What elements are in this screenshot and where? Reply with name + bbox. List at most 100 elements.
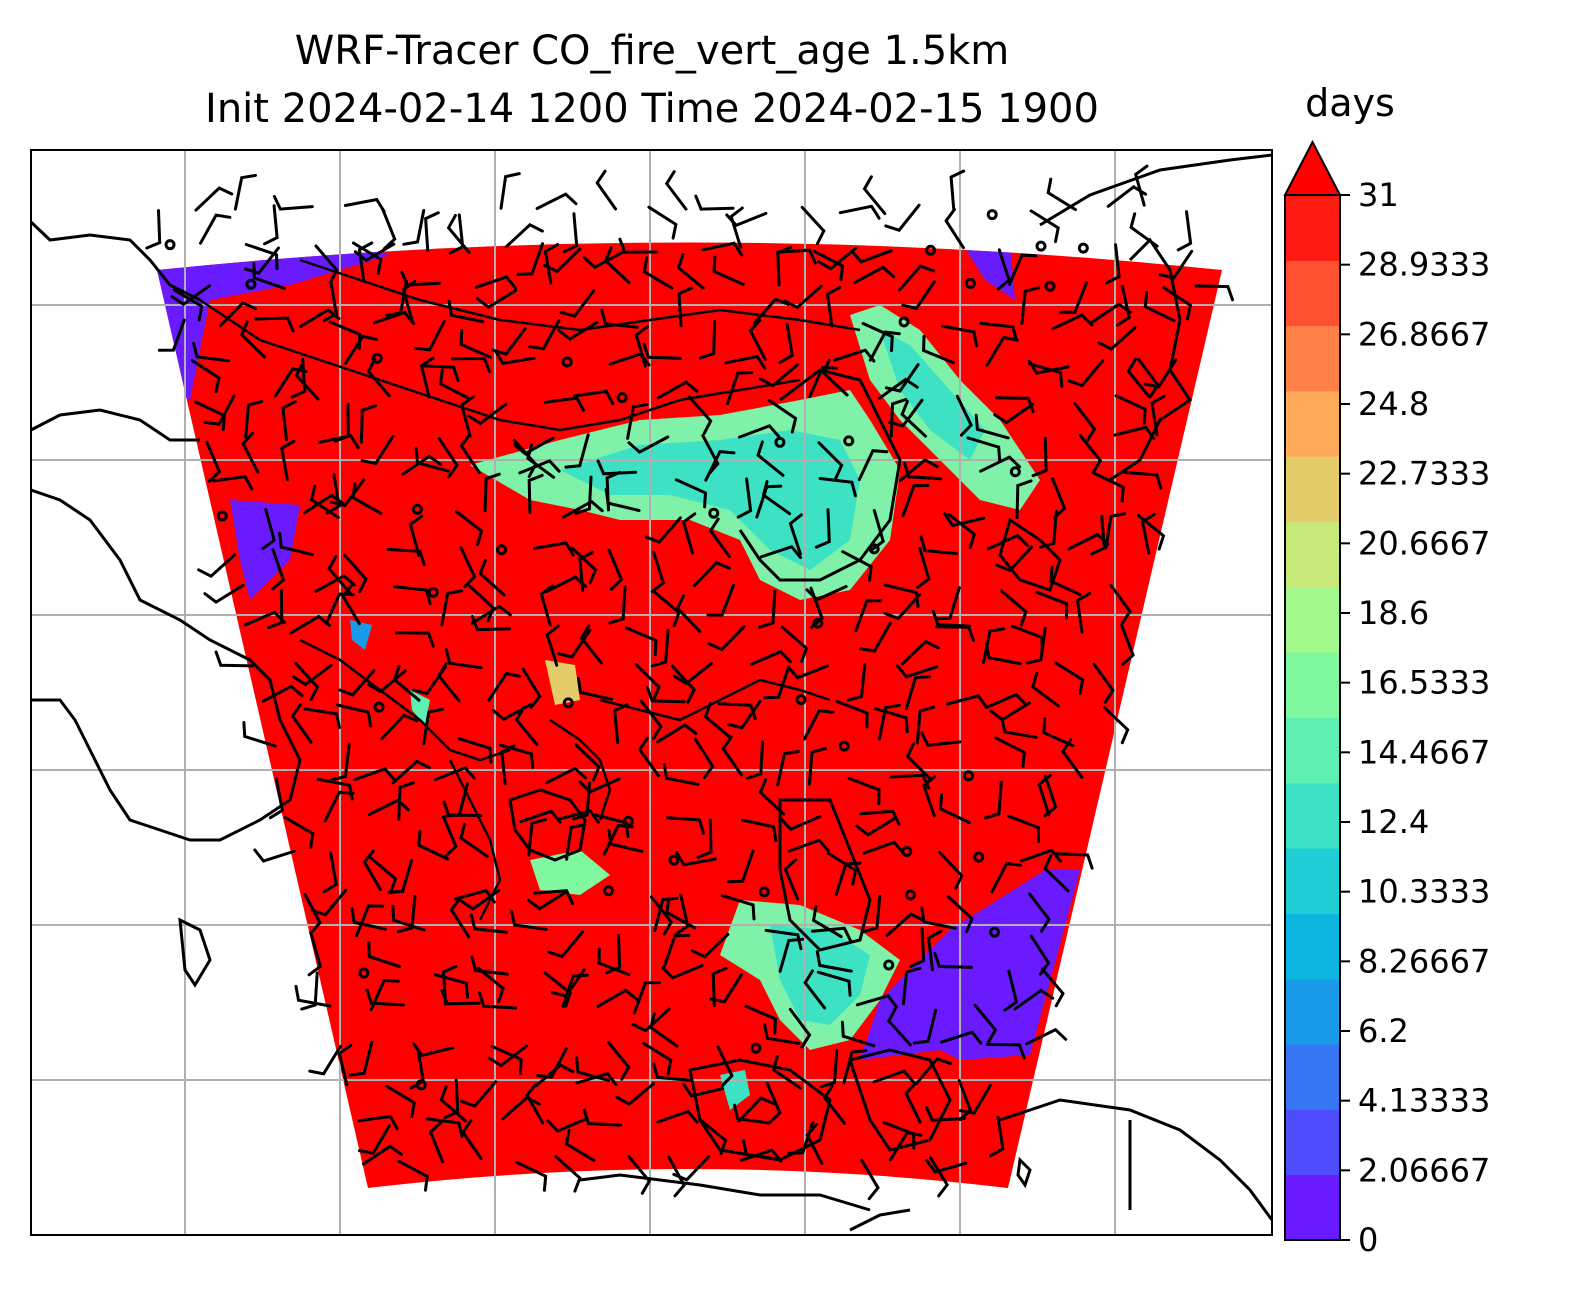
colorbar-segment: [1285, 586, 1340, 653]
coast-philippines: [778, 798, 872, 952]
wind-barb: [1025, 1027, 1068, 1046]
wind-barb: [263, 204, 279, 246]
wind-barb: [1078, 434, 1103, 475]
wind-barb: [834, 861, 862, 896]
wind-barb: [825, 286, 842, 328]
wind-barb: [546, 1117, 589, 1133]
wind-barb: [344, 334, 378, 365]
wind-barb: [459, 888, 501, 911]
wind-barb: [572, 781, 591, 821]
wind-barb: [290, 703, 313, 744]
wind-barb: [847, 776, 881, 806]
colorbar-segment: [1285, 325, 1340, 392]
wind-barb: [443, 1078, 460, 1119]
wind-barb: [720, 894, 756, 921]
wind-barb: [901, 639, 940, 666]
wind-barb: [271, 548, 286, 591]
wind-barb: [814, 508, 831, 549]
wind-barb: [853, 265, 896, 284]
colorbar-tick-label: 4.13333: [1358, 1082, 1490, 1120]
wind-barb: [979, 321, 1018, 342]
wind-barb: [303, 493, 345, 515]
colorbar-segment: [1285, 848, 1340, 914]
wind-barb-calm: [603, 885, 615, 897]
wind-barb: [694, 194, 735, 211]
wind-barb: [510, 909, 548, 931]
wind-barb: [677, 286, 694, 328]
wind-barb: [281, 400, 297, 442]
wind-barb: [1103, 706, 1130, 745]
wind-barb: [419, 356, 435, 399]
wind-barb: [444, 648, 483, 670]
wind-barb: [478, 558, 506, 597]
coast-new-guinea: [999, 1098, 1272, 1221]
wind-barb: [861, 894, 882, 934]
border-myanmar: [299, 638, 511, 762]
wind-barb: [883, 583, 920, 608]
wind-barb: [779, 815, 822, 831]
colorbar-segment: [1285, 456, 1340, 523]
coast-kamchatka: [1039, 153, 1272, 227]
wind-barb: [1140, 512, 1156, 555]
wind-barb: [783, 858, 800, 901]
wind-barb: [1035, 590, 1069, 620]
wind-barb: [447, 299, 485, 324]
colorbar: 0 2.06667 4.13333 6.2 8.26667 10.3333 12.4 14.4…: [1283, 139, 1490, 1259]
wind-barb: [417, 829, 450, 861]
wind-barb: [758, 778, 786, 816]
wind-barb: [397, 1159, 429, 1192]
wind-barb: [294, 984, 332, 1008]
wind-barb: [674, 478, 708, 509]
wind-barb: [666, 816, 705, 835]
wind-barb: [425, 1117, 464, 1138]
wind-barb: [855, 994, 899, 1009]
wind-barb: [724, 354, 767, 370]
wind-barb: [527, 890, 569, 911]
wind-barb: [474, 275, 517, 290]
coast-island-1: [1016, 1156, 1032, 1189]
wind-barb: [596, 459, 638, 476]
wind-barb: [699, 1118, 728, 1156]
wind-barb: [916, 546, 931, 589]
wind-barb: [807, 746, 827, 786]
wind-barb: [862, 175, 887, 216]
wind-barb: [727, 849, 755, 884]
wind-barb: [446, 214, 471, 254]
wind-barb: [242, 721, 277, 748]
wind-barb: [401, 454, 443, 476]
wind-barb: [993, 402, 1035, 425]
coastlines: [31, 153, 1272, 1232]
wind-barb: [888, 1130, 923, 1162]
wind-barb-calm: [708, 507, 720, 519]
wind-barb: [1090, 302, 1132, 324]
wind-barb: [527, 818, 548, 857]
colorbar-tick-label: 20.6667: [1358, 524, 1490, 562]
wind-barb: [642, 1041, 673, 1076]
wind-barb: [1137, 514, 1166, 551]
wind-barb-calm: [616, 392, 628, 404]
wind-barb: [433, 973, 470, 999]
wind-barb: [884, 203, 921, 232]
wind-barb: [870, 509, 885, 552]
wind-barb: [597, 947, 631, 977]
colorbar-tick-label: 18.6: [1358, 594, 1429, 632]
wind-barb: [280, 439, 296, 482]
wind-barb: [627, 1155, 652, 1195]
wind-barb: [596, 988, 639, 1008]
wind-barb: [449, 897, 471, 939]
wind-barb: [1013, 988, 1055, 1011]
wind-barb: [1031, 436, 1048, 478]
wind-barb: [330, 743, 351, 782]
wind-barb: [763, 665, 791, 700]
wind-barb-calm: [1077, 242, 1089, 254]
wind-barb: [915, 705, 936, 745]
wind-barb: [966, 436, 1002, 463]
colorbar-segment: [1285, 195, 1340, 261]
wind-barb: [920, 906, 957, 930]
wind-barb: [564, 1128, 596, 1162]
wind-barb: [459, 433, 481, 474]
wind-barb: [672, 1155, 711, 1182]
map-area: [31, 150, 1272, 1235]
wind-barb: [574, 475, 593, 515]
wind-barb: [308, 1045, 342, 1076]
